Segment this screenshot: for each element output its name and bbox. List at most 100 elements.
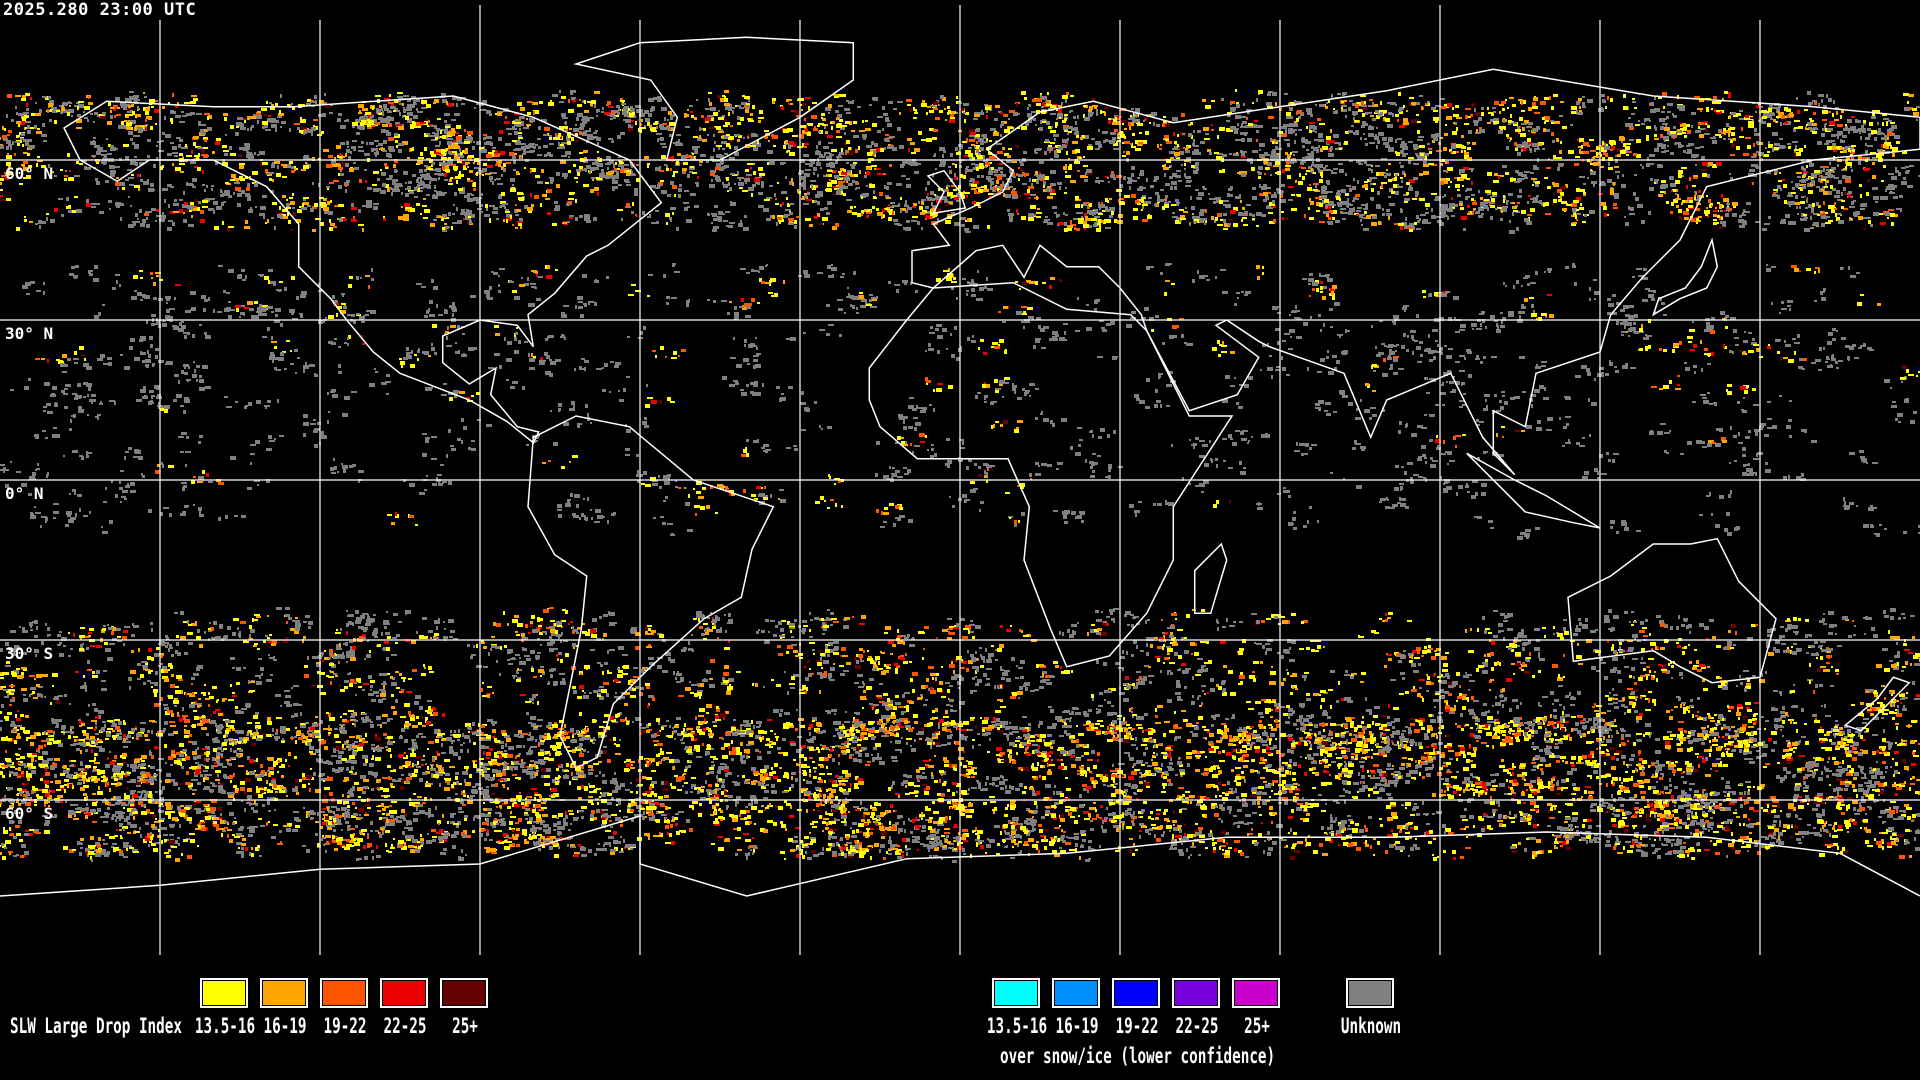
unknown-pixel: [1420, 214, 1426, 216]
slw-pixel: [641, 119, 643, 122]
unknown-pixel: [1197, 152, 1201, 155]
unknown-pixel: [1154, 204, 1158, 206]
unknown-pixel: [175, 203, 179, 206]
slw-pixel: [825, 131, 828, 134]
slw-pixel: [969, 218, 972, 222]
unknown-pixel: [1867, 145, 1873, 147]
unknown-pixel: [813, 167, 817, 171]
unknown-pixel: [407, 120, 412, 123]
slw-pixel: [865, 120, 868, 122]
slw-pixel: [1159, 148, 1162, 150]
slw-pixel: [21, 164, 23, 166]
unknown-pixel: [452, 96, 457, 100]
slw-pixel: [1083, 114, 1085, 118]
slw-pixel: [579, 99, 581, 101]
unknown-pixel: [961, 147, 963, 149]
slw-pixel: [1258, 176, 1261, 179]
unknown-pixel: [1695, 147, 1700, 149]
slw-pixel: [270, 107, 275, 110]
unknown-pixel: [408, 186, 411, 189]
unknown-pixel: [789, 181, 793, 185]
unknown-pixel: [610, 118, 613, 120]
unknown-pixel: [1382, 208, 1384, 211]
slw-pixel: [950, 114, 954, 118]
slw-pixel: [1501, 210, 1503, 213]
unknown-pixel: [1306, 108, 1312, 112]
slw-pixel: [385, 167, 388, 169]
slw-pixel: [1632, 98, 1635, 100]
unknown-pixel: [1751, 156, 1756, 158]
unknown-pixel: [461, 103, 465, 105]
slw-pixel: [1444, 104, 1449, 108]
slw-pixel: [365, 180, 367, 183]
unknown-pixel: [699, 164, 702, 166]
slw-pixel: [1171, 204, 1176, 206]
unknown-pixel: [717, 216, 722, 219]
unknown-pixel: [152, 189, 155, 191]
unknown-pixel: [1490, 216, 1493, 220]
slw-pixel: [1296, 118, 1299, 122]
slw-pixel: [1786, 109, 1791, 112]
unknown-pixel: [1397, 138, 1402, 140]
slw-pixel: [312, 229, 316, 232]
unknown-pixel: [828, 142, 833, 144]
unknown-pixel: [1110, 132, 1116, 135]
slw-pixel: [358, 108, 360, 110]
unknown-pixel: [1356, 210, 1361, 212]
slw-pixel: [846, 173, 851, 175]
slw-pixel: [500, 151, 505, 155]
slw-pixel: [978, 189, 983, 193]
unknown-pixel: [434, 133, 439, 137]
unknown-pixel: [241, 190, 245, 194]
unknown-pixel: [153, 164, 156, 168]
unknown-pixel: [660, 143, 666, 145]
unknown-pixel: [1518, 173, 1522, 176]
slw-pixel: [854, 174, 858, 177]
unknown-pixel: [1083, 202, 1087, 206]
unknown-pixel: [1833, 175, 1835, 178]
slw-pixel: [299, 130, 304, 133]
slw-pixel: [788, 218, 794, 221]
slw-pixel: [1471, 103, 1475, 107]
slw-pixel: [1840, 151, 1843, 153]
slw-pixel: [989, 156, 995, 159]
slw-pixel: [113, 109, 116, 111]
slw-pixel: [275, 103, 278, 106]
unknown-pixel: [377, 178, 380, 181]
slw-pixel: [1687, 130, 1691, 134]
slw-pixel: [499, 160, 502, 163]
unknown-pixel: [723, 220, 728, 222]
unknown-pixel: [811, 184, 813, 186]
slw-pixel: [172, 163, 174, 166]
unknown-pixel: [658, 138, 661, 140]
unknown-pixel: [981, 110, 983, 113]
slw-pixel: [737, 122, 741, 125]
unknown-pixel: [866, 185, 868, 187]
slw-pixel: [9, 156, 11, 159]
unknown-pixel: [1739, 110, 1743, 112]
unknown-pixel: [921, 227, 923, 230]
unknown-pixel: [233, 192, 235, 195]
unknown-pixel: [224, 153, 228, 156]
unknown-pixel: [506, 214, 512, 217]
slw-pixel: [372, 106, 374, 110]
unknown-pixel: [1481, 213, 1484, 215]
slw-pixel: [1184, 163, 1186, 166]
slw-pixel: [825, 189, 828, 191]
slw-pixel: [473, 188, 476, 191]
slw-pixel: [1282, 169, 1285, 173]
unknown-pixel: [1326, 180, 1330, 184]
slw-pixel: [617, 209, 623, 211]
unknown-pixel: [1801, 218, 1807, 221]
slw-pixel: [666, 222, 668, 225]
slw-pixel: [1512, 104, 1516, 107]
unknown-pixel: [1838, 220, 1844, 224]
unknown-pixel: [1457, 194, 1461, 197]
slw-pixel: [1371, 222, 1377, 226]
slw-pixel: [970, 132, 976, 135]
slw-pixel: [1289, 102, 1294, 106]
slw-pixel: [464, 150, 468, 154]
unknown-pixel: [1465, 196, 1470, 198]
slw-pixel: [216, 138, 221, 141]
unknown-pixel: [211, 185, 214, 187]
